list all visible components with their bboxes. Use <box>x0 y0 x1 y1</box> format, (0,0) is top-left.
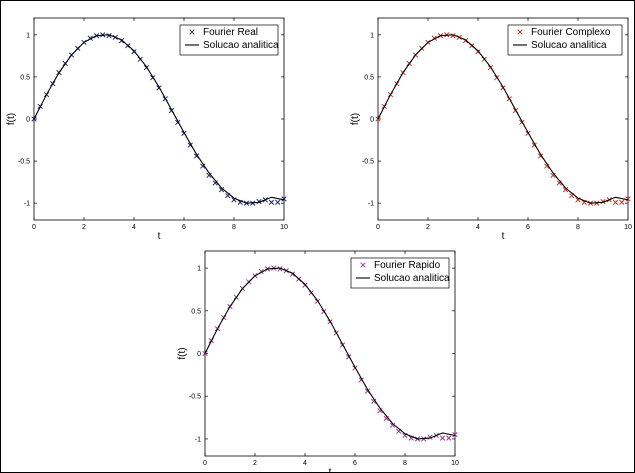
y-tick-label: 1 <box>197 266 201 273</box>
legend-entry-label: Solucao analitica <box>203 40 279 51</box>
y-tick-label: 0 <box>26 117 30 124</box>
data-point-marker <box>377 408 383 414</box>
chart-1: 0 2 4 6 8 10 -1 -0.5 0 0.5 1 t f(t) Fourier Real Soluc… <box>6 17 288 242</box>
x-tick-label: 8 <box>576 224 580 231</box>
y-tick-label: -0.5 <box>189 394 201 401</box>
x-tick-label: 0 <box>376 224 380 231</box>
legend-entry-label: Fourier Complexo <box>531 27 611 38</box>
data-point-marker <box>281 196 287 202</box>
data-point-marker <box>389 422 396 428</box>
series-markers <box>202 265 458 442</box>
legend: Fourier Complexo Solucao analitica <box>507 24 623 56</box>
series-line-analitica <box>33 34 285 204</box>
x-tick-label: 2 <box>82 224 86 231</box>
x-tick-label: 8 <box>403 460 407 467</box>
y-tick-label: -1 <box>368 201 374 208</box>
legend-box <box>507 24 623 56</box>
y-tick-label: -0.5 <box>18 159 30 166</box>
y-tick-label: 1 <box>26 32 30 39</box>
x-tick-label: 4 <box>303 460 307 467</box>
x-tick-label: 4 <box>476 224 480 231</box>
y-tick-label: -1 <box>195 436 201 443</box>
data-point-marker <box>277 266 283 272</box>
x-tick-label: 10 <box>280 224 288 231</box>
series-markers <box>375 32 631 206</box>
y-tick-label: 0 <box>197 351 201 358</box>
series-line-analitica <box>377 34 629 204</box>
data-point-marker <box>275 199 281 205</box>
data-point-marker <box>200 163 206 169</box>
legend-box <box>179 24 279 56</box>
legend-entry-label: Fourier Real <box>203 27 258 38</box>
chart-3: 0 2 4 6 8 10 -1 -0.5 0 0.5 1 t f(t) Fourier Rapido Sol… <box>177 250 459 473</box>
x-axis-label: t <box>502 231 505 242</box>
x-axis-label: t <box>329 467 332 473</box>
x-tick-label: 0 <box>32 224 36 231</box>
y-tick-label: 1 <box>370 32 374 39</box>
legend-entry-label: Fourier Rapido <box>374 260 441 271</box>
data-point-marker <box>446 435 452 441</box>
x-tick-label: 10 <box>451 460 459 467</box>
x-axis-label: t <box>158 231 161 242</box>
y-tick-label: -0.5 <box>362 159 374 166</box>
y-tick-label: -1 <box>24 201 30 208</box>
y-tick-label: 0.5 <box>191 308 201 315</box>
data-point-marker <box>439 435 446 441</box>
data-point-marker <box>450 33 456 39</box>
y-tick-label: 0 <box>370 117 374 124</box>
y-axis-label: f(t) <box>6 113 17 125</box>
chart-2: 0 2 4 6 8 10 -1 -0.5 0 0.5 1 t f(t) Fourier Complexo S… <box>350 17 632 242</box>
data-point-marker <box>612 199 619 205</box>
y-tick-label: 0.5 <box>364 74 374 81</box>
legend: Fourier Rapido Solucao analitica <box>350 257 450 289</box>
x-tick-label: 10 <box>624 224 632 231</box>
x-tick-label: 6 <box>353 460 357 467</box>
x-tick-label: 4 <box>132 224 136 231</box>
data-point-marker <box>106 33 112 39</box>
data-point-marker <box>452 431 458 438</box>
x-tick-label: 0 <box>203 460 207 467</box>
legend-marker-swatch <box>517 29 523 35</box>
legend-box <box>350 257 450 289</box>
data-point-marker <box>268 199 275 205</box>
legend: Fourier Real Solucao analitica <box>179 24 279 56</box>
legend-marker-swatch <box>360 262 366 268</box>
x-tick-label: 2 <box>426 224 430 231</box>
data-point-marker <box>544 163 550 169</box>
legend-entry-label: Solucao analitica <box>531 40 607 51</box>
x-tick-label: 2 <box>253 460 257 467</box>
y-axis-label: f(t) <box>350 113 361 125</box>
data-point-marker <box>625 196 631 202</box>
data-point-marker <box>556 180 562 186</box>
data-point-marker <box>371 398 377 404</box>
data-point-marker <box>562 187 569 193</box>
series-markers <box>31 32 287 206</box>
data-point-marker <box>218 187 225 193</box>
x-tick-label: 6 <box>526 224 530 231</box>
data-point-marker <box>256 198 262 205</box>
data-point-marker <box>550 172 556 179</box>
x-tick-label: 8 <box>232 224 236 231</box>
legend-marker-swatch <box>189 29 195 35</box>
data-point-marker <box>619 199 625 205</box>
data-point-marker <box>206 172 212 179</box>
y-tick-label: 0.5 <box>20 74 30 81</box>
series-line-analitica <box>204 267 456 440</box>
data-point-marker <box>212 180 218 186</box>
data-point-marker <box>600 198 606 205</box>
x-tick-label: 6 <box>182 224 186 231</box>
legend-entry-label: Solucao analitica <box>374 273 450 284</box>
y-axis-label: f(t) <box>177 347 188 359</box>
